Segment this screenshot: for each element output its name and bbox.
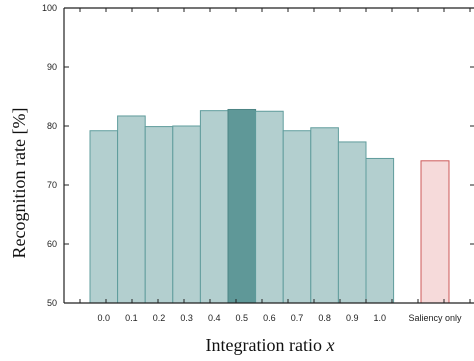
- y-tick-label: 70: [47, 180, 57, 190]
- y-tick-label: 90: [47, 62, 57, 72]
- bar-0.8: [310, 127, 339, 304]
- x-axis-title: Integration ratio x: [206, 335, 335, 355]
- bar-0.6: [255, 110, 284, 304]
- y-axis-title: Recognition rate [%]: [9, 108, 29, 259]
- bars-group: [89, 108, 450, 304]
- bar-0.9: [337, 141, 367, 304]
- x-tick-label: 0.7: [291, 313, 304, 323]
- y-tick-label: 50: [47, 298, 57, 308]
- bar-0.0: [89, 130, 119, 304]
- bar-0.7: [282, 130, 312, 304]
- y-tick-label: 80: [47, 121, 57, 131]
- bar-0.2: [144, 126, 174, 304]
- tick-labels-group: 0.0 0.1 0.2 0.3 0.4 0.5 0.6 0.7 0.8 0.9 1.0 Salienc…: [42, 3, 462, 323]
- bar-0.5: [227, 108, 257, 304]
- x-tick-label: 0.3: [180, 313, 193, 323]
- bar-0.3: [172, 125, 201, 304]
- x-tick-label: 0.9: [346, 313, 359, 323]
- bar-0.4: [199, 110, 229, 304]
- x-tick-label: 0.8: [318, 313, 331, 323]
- x-tick-label: 0.0: [98, 313, 111, 323]
- bar-1.0: [365, 157, 395, 304]
- x-tick-label: 0.1: [125, 313, 138, 323]
- x-tick-label: 0.5: [236, 313, 249, 323]
- x-tick-label: 1.0: [374, 313, 387, 323]
- x-tick-label: 0.6: [263, 313, 276, 323]
- y-tick-label: 60: [47, 239, 57, 249]
- bar-saliency-only: [420, 160, 450, 304]
- bar-0.1: [117, 115, 146, 304]
- y-tick-label: 100: [42, 3, 57, 13]
- x-tick-label: 0.2: [153, 313, 166, 323]
- x-tick-label: 0.4: [208, 313, 221, 323]
- x-tick-label: Saliency only: [408, 313, 462, 323]
- axes-group: [63, 7, 474, 304]
